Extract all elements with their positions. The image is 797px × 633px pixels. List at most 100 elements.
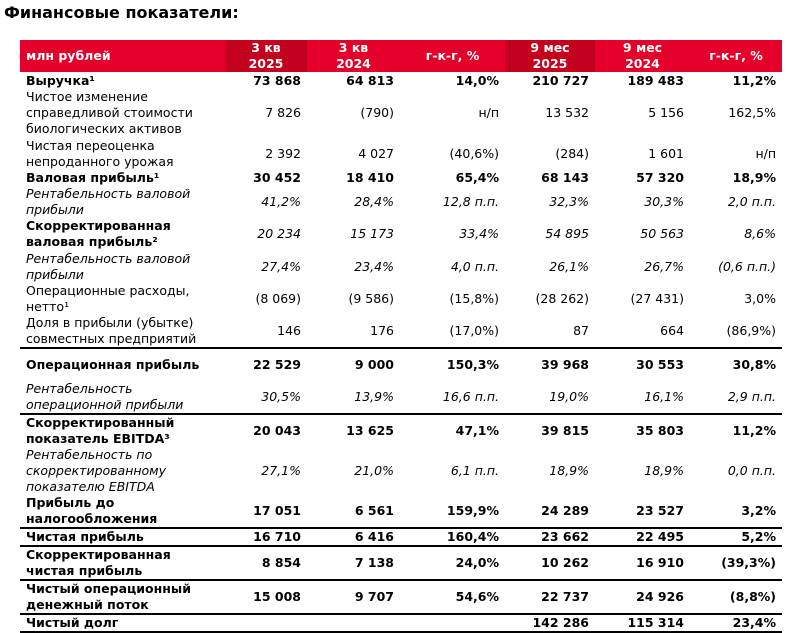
value-cell: 26,7% [644, 258, 684, 274]
value-cell: 27,1% [261, 463, 301, 478]
value-cell: 16 910 [595, 545, 690, 580]
value-cell: 18,9% [732, 170, 776, 185]
value-cell: 19,0% [549, 389, 589, 404]
value-cell: 9 000 [307, 347, 400, 381]
table-row: Рентабельность валовой прибыли 27,4% 23,4%… [20, 250, 782, 283]
value-cell: 16,6 п.п. [442, 389, 499, 404]
value-cell: 24 289 [541, 503, 589, 518]
value-cell: 6 561 [354, 503, 394, 518]
value-cell: (28 262) [535, 291, 590, 306]
value-cell: 35 803 [595, 413, 690, 447]
value-cell: 7 826 [265, 105, 301, 120]
table-row: Прибыль до налогообложения 17 051 6 561 159… [20, 495, 782, 528]
table-row: Рентабельность по скорректированному пок… [20, 447, 782, 495]
value-cell: 6,1 п.п. [450, 463, 499, 478]
value-cell: 15 008 [225, 579, 307, 614]
value-cell: 18 410 [346, 170, 394, 185]
value-cell [400, 613, 505, 633]
value-cell: 142 286 [505, 613, 595, 633]
value-cell: 13 532 [545, 105, 589, 120]
value-cell: 23,4% [354, 258, 394, 274]
value-cell: 47,1% [400, 413, 505, 447]
header-bottom: 2025 [532, 56, 568, 71]
row-label: Чистое изменение справедливой стоимости … [26, 89, 193, 136]
header-cell: г-к-г, % [400, 40, 505, 72]
value-cell: 159,9% [446, 503, 499, 518]
header-top: 9 мес [622, 40, 663, 55]
value-cell: 18,9% [549, 463, 589, 478]
value-cell: 6 416 [307, 527, 400, 546]
value-cell [225, 613, 307, 633]
value-cell: 23,4% [690, 613, 782, 633]
row-label: Операционные расходы, нетто¹ [26, 283, 190, 314]
table-row: Валовая прибыль¹ 30 452 18 410 65,4% 68 143 5… [20, 170, 782, 186]
table-row: Операционные расходы, нетто¹ (8 069) (9 58… [20, 283, 782, 315]
value-cell: 11,2% [732, 72, 776, 88]
value-cell: 160,4% [400, 527, 505, 546]
value-cell: 13,9% [354, 389, 394, 404]
table-row: Выручка¹ 73 868 64 813 14,0% 210 727 189 483 1… [20, 72, 782, 89]
value-cell: 68 143 [541, 170, 589, 185]
value-cell: (86,9%) [726, 323, 776, 338]
row-label: Чистая переоценка непроданного урожая [26, 137, 174, 169]
row-label: Прибыль до налогообложения [26, 495, 158, 526]
table-row: Скорректированная валовая прибыль² 20 234… [20, 218, 782, 250]
row-label: Чистый долг [20, 613, 225, 633]
value-cell: 27,4% [261, 258, 301, 274]
value-cell: 13 625 [307, 413, 400, 447]
row-label: Валовая прибыль¹ [26, 170, 160, 185]
value-cell: (790) [360, 105, 394, 120]
table-row: Рентабельность операционной прибыли 30,5%… [20, 381, 782, 414]
header-bottom: 2025 [248, 56, 284, 71]
value-cell: 22 737 [505, 579, 595, 614]
value-cell: н/п [755, 145, 776, 161]
value-cell: 50 563 [640, 226, 684, 241]
value-cell: 3,0% [744, 291, 776, 306]
value-cell: (15,8%) [449, 291, 499, 306]
table-row: Рентабельность валовой прибыли 41,2% 28,4%… [20, 186, 782, 218]
value-cell: 54 895 [545, 226, 589, 241]
table-body: Выручка¹ 73 868 64 813 14,0% 210 727 189 483 1… [20, 72, 782, 633]
table-row: Операционная прибыль 22 529 9 000 150,3% 39 … [20, 347, 782, 381]
value-cell: 30,3% [644, 194, 684, 209]
value-cell: 9 707 [307, 579, 400, 614]
table-row: Скорректированная чистая прибыль 8 854 7 1… [20, 545, 782, 580]
table-row: Скорректированный показатель EBITDA³ 20 0… [20, 413, 782, 447]
value-cell: 7 138 [307, 545, 400, 580]
value-cell: (0,6 п.п.) [718, 258, 776, 274]
value-cell: 30 452 [253, 170, 301, 185]
value-cell: 5 156 [648, 105, 684, 120]
value-cell: (8 069) [255, 291, 301, 306]
header-top: г-к-г, % [709, 48, 763, 63]
value-cell: (27 431) [630, 291, 685, 306]
header-top: 9 мес [530, 40, 570, 55]
value-cell: 176 [370, 323, 394, 338]
value-cell: 150,3% [400, 347, 505, 381]
row-label: Рентабельность валовой прибыли [26, 250, 191, 282]
value-cell: (40,6%) [449, 145, 499, 161]
value-cell: 17 051 [253, 503, 301, 518]
title: Финансовые показатели: [4, 3, 239, 22]
row-label: Рентабельность по скорректированному пок… [26, 447, 167, 494]
table-row: Чистая переоценка непроданного урожая 2 3… [20, 137, 782, 170]
value-cell: (17,0%) [449, 323, 499, 338]
row-label: Операционная прибыль [20, 347, 225, 381]
value-cell: 32,3% [549, 194, 589, 209]
row-label: Скорректированный показатель EBITDA³ [20, 413, 225, 447]
header-label: млн рублей [20, 40, 225, 72]
header-bottom: 2024 [336, 56, 371, 71]
value-cell: 11,2% [690, 413, 782, 447]
value-cell: 30,8% [690, 347, 782, 381]
value-cell: 146 [277, 323, 301, 338]
header-top: 3 кв [338, 40, 369, 55]
value-cell: н/п [478, 105, 499, 120]
header-cell: 9 мес 2025 [505, 40, 595, 72]
value-cell: 22 529 [225, 347, 307, 381]
value-cell: 20 234 [257, 226, 301, 241]
financial-table: млн рублей 3 кв 2025 3 кв 2024 г-к-г, % 9 мес… [20, 40, 782, 633]
value-cell: 33,4% [459, 226, 499, 241]
value-cell: 24,0% [400, 545, 505, 580]
value-cell: 26,1% [549, 258, 589, 274]
value-cell: 12,8 п.п. [442, 194, 499, 209]
value-cell: 22 495 [595, 527, 690, 546]
